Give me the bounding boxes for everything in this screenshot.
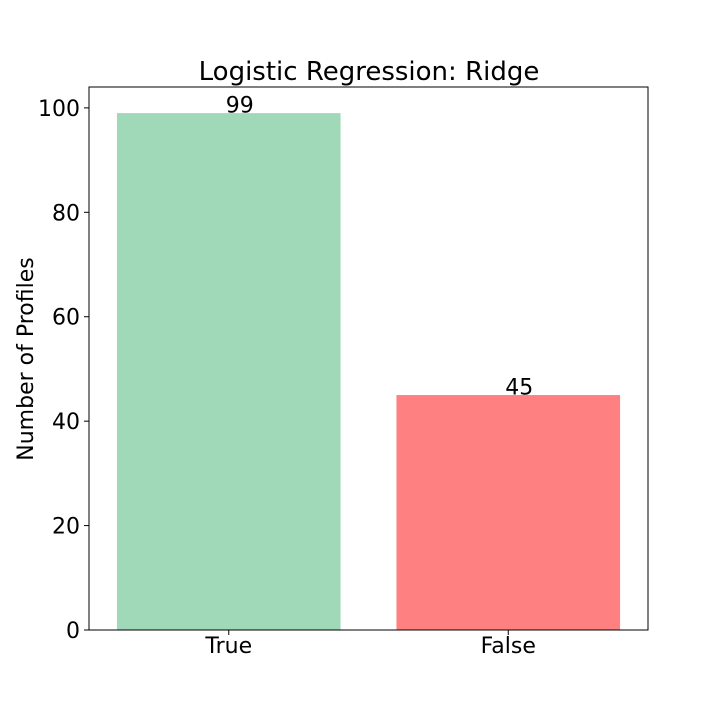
y-tick-label: 60: [52, 306, 80, 331]
chart-title: Logistic Regression: Ridge: [199, 57, 540, 87]
bar-false: [396, 395, 621, 630]
y-tick-label: 100: [38, 97, 80, 122]
y-tick-label: 80: [52, 201, 80, 226]
bars-group: [116, 113, 621, 630]
y-axis-label: Number of Profiles: [14, 257, 39, 460]
data-label-false: 45: [505, 376, 533, 401]
x-tick-label-true: True: [204, 634, 252, 659]
bar-true: [116, 113, 341, 630]
y-axis-ticks: 0 20 40 60 80 100: [38, 97, 89, 644]
y-tick-label: 0: [66, 619, 80, 644]
data-label-true: 99: [226, 94, 254, 119]
y-tick-label: 40: [52, 410, 80, 435]
x-axis-ticks: True False: [204, 630, 536, 659]
y-tick-label: 20: [52, 515, 80, 540]
plot-frame: [88, 86, 649, 631]
x-tick-label-false: False: [481, 634, 536, 659]
data-labels-group: 99 45: [226, 94, 534, 401]
